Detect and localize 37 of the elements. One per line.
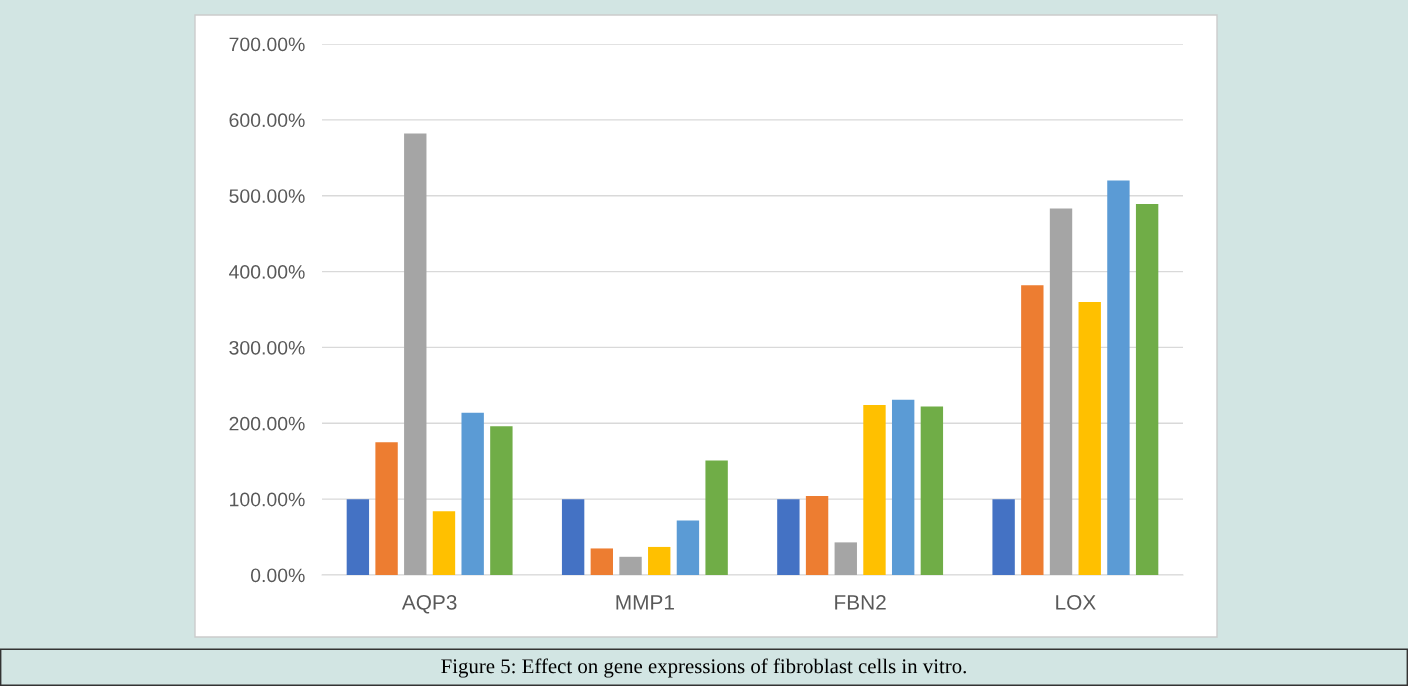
caption: Figure 5: Effect on gene expressions of fibroblast cells in vitro. (441, 658, 966, 678)
bar (346, 499, 370, 575)
bar (1049, 208, 1073, 575)
y-tick-label: 200.00% (229, 416, 305, 431)
y-tick-label: 300.00% (229, 340, 305, 355)
x-tick-label: LOX (1056, 594, 1096, 610)
bar (891, 399, 915, 575)
y-tick-label: 600.00% (229, 113, 305, 128)
bar (1021, 285, 1044, 575)
y-tick-label: 0.00% (250, 568, 305, 583)
bar (1135, 204, 1159, 575)
x-tick-label: AQP3 (401, 594, 457, 614)
bar (490, 426, 513, 575)
x-tick-label: MMP1 (616, 595, 674, 610)
y-tick-label: 500.00% (229, 189, 305, 203)
bar (992, 499, 1015, 575)
bar (648, 546, 671, 575)
y-tick-label: 400.00% (229, 265, 305, 279)
bar (676, 520, 700, 575)
bar (561, 499, 585, 575)
x-tick-label: FBN2 (835, 594, 886, 610)
bar (590, 548, 614, 575)
bar (375, 442, 398, 575)
bar (705, 460, 728, 575)
bar (805, 496, 829, 575)
bar (432, 511, 456, 575)
y-tick-label: 700.00% (229, 37, 305, 52)
y-tick-label: 100.00% (230, 492, 305, 507)
bar (863, 405, 886, 575)
bar (404, 133, 427, 575)
bar (1107, 180, 1130, 575)
bar (461, 412, 484, 575)
bar (619, 556, 642, 575)
bar (920, 406, 944, 575)
bar (777, 499, 800, 575)
bar (834, 542, 857, 575)
bar (1078, 301, 1101, 575)
